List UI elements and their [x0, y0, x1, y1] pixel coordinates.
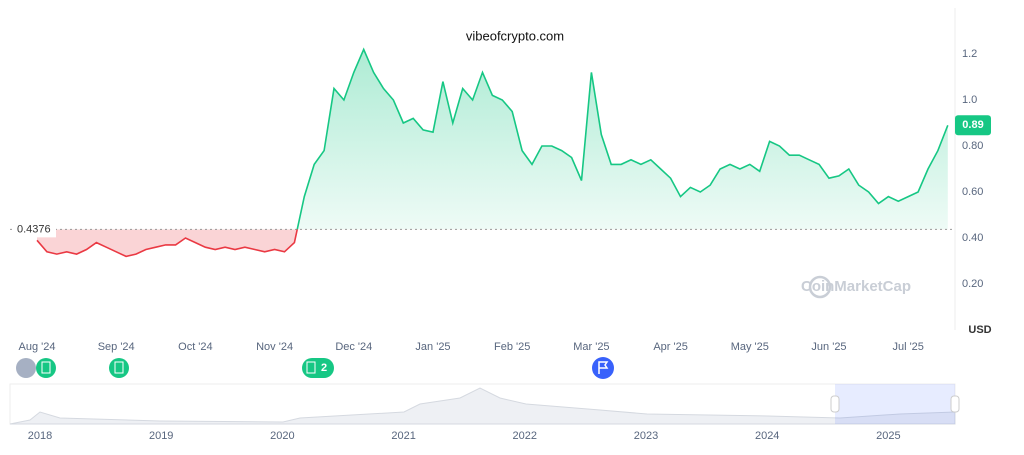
navigator-window[interactable] [835, 384, 955, 424]
y-tick-label: 1.0 [962, 94, 977, 106]
x-tick-label: Jun '25 [811, 341, 846, 353]
x-tick-label: May '25 [731, 341, 769, 353]
navigator-year: 2021 [391, 430, 415, 442]
x-tick-label: Sep '24 [98, 341, 135, 353]
unit-label: USD [968, 324, 991, 336]
price-line-up [296, 47, 949, 230]
navigator-area [9, 387, 956, 425]
watermark-icon [808, 275, 832, 299]
last-price-label: 0.89 [962, 119, 983, 131]
navigator-year: 2018 [28, 430, 52, 442]
y-tick-label: 0.40 [962, 232, 983, 244]
event-icon[interactable] [109, 358, 129, 378]
navigator-year: 2025 [876, 430, 900, 442]
navigator-year: 2023 [634, 430, 658, 442]
watermark: CoinMarketCap [801, 278, 911, 295]
navigator [9, 383, 960, 425]
y-tick-label: 0.80 [962, 140, 983, 152]
flag-icon [598, 361, 609, 374]
price-line-down [36, 229, 299, 258]
doc-icon [306, 361, 316, 374]
event-icon[interactable] [16, 358, 36, 378]
x-tick-label: Dec '24 [335, 341, 372, 353]
x-tick-label: Jan '25 [415, 341, 450, 353]
x-tick-label: Nov '24 [256, 341, 293, 353]
navigator-year: 2019 [149, 430, 173, 442]
x-tick-label: Feb '25 [494, 341, 530, 353]
navigator-year: 2024 [755, 430, 779, 442]
x-tick-label: Oct '24 [178, 341, 213, 353]
x-tick-label: Apr '25 [653, 341, 688, 353]
y-tick-label: 0.60 [962, 186, 983, 198]
navigator-handle[interactable] [830, 395, 840, 413]
doc-icon [114, 361, 124, 374]
event-badges: 2 [16, 357, 614, 379]
navigator-handle[interactable] [950, 395, 960, 413]
doc-icon [41, 361, 51, 374]
navigator-year: 2020 [270, 430, 294, 442]
y-tick-label: 1.2 [962, 48, 977, 60]
baseline-label-bg [14, 221, 56, 238]
area-down [37, 229, 298, 257]
baseline-label: 0.4376 [17, 223, 51, 235]
x-tick-label: Aug '24 [19, 341, 56, 353]
x-tick-label: Mar '25 [573, 341, 609, 353]
navigator-year: 2022 [513, 430, 537, 442]
last-price-badge [955, 115, 991, 136]
chart-title: vibeofcrypto.com [466, 28, 564, 43]
y-tick-label: 0.20 [962, 278, 983, 290]
event-icon[interactable] [36, 358, 56, 378]
area-up [37, 49, 948, 230]
event-count: 2 [321, 362, 327, 374]
x-tick-label: Jul '25 [892, 341, 923, 353]
